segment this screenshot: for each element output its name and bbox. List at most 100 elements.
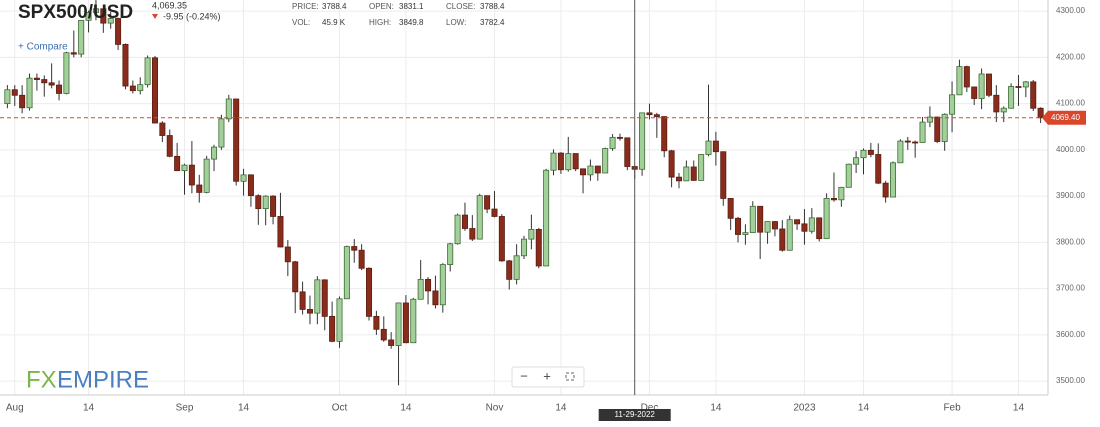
zoom-in[interactable]: + xyxy=(543,368,551,383)
stat-value: 3849.8 xyxy=(399,18,424,27)
candle-body xyxy=(373,315,380,330)
crosshair-date: 11-29-2022 xyxy=(615,410,656,419)
candle-body xyxy=(683,166,690,182)
candle-body xyxy=(56,84,63,94)
candle-body xyxy=(476,195,483,240)
candle-body xyxy=(11,89,18,96)
candle-body xyxy=(270,195,277,217)
down-arrow xyxy=(152,14,158,19)
last-price-tag xyxy=(1042,110,1086,125)
y-tick-label: 4300.00 xyxy=(1056,6,1085,15)
candle-body xyxy=(395,302,402,346)
candle-body xyxy=(602,148,609,174)
candle-body xyxy=(218,118,225,148)
candle-body xyxy=(757,205,764,233)
candle-body xyxy=(225,98,232,120)
candle-body xyxy=(853,157,860,165)
candle-body xyxy=(675,176,682,182)
candle-body xyxy=(122,44,129,87)
candle-body xyxy=(535,229,542,267)
candle-body xyxy=(137,84,144,92)
candle-body xyxy=(1030,81,1037,109)
candle-body xyxy=(1008,86,1015,109)
price: 4,069.35 xyxy=(152,0,187,10)
x-tick-label: 14 xyxy=(83,403,95,414)
candle-body xyxy=(557,152,564,171)
candle-body xyxy=(203,158,210,193)
y-tick-label: 3900.00 xyxy=(1056,191,1085,200)
candle-body xyxy=(521,238,528,257)
candle-body xyxy=(432,290,439,306)
y-tick-label: 3500.00 xyxy=(1056,376,1085,385)
last-price-label: 4069.40 xyxy=(1051,113,1080,122)
candle-body xyxy=(26,77,33,109)
candle-body xyxy=(255,195,262,210)
candle-body xyxy=(587,165,594,176)
candle-body xyxy=(550,152,557,171)
candle-body xyxy=(461,214,468,229)
candle-body xyxy=(830,198,837,201)
candle-body xyxy=(469,228,476,240)
candle-body xyxy=(402,302,409,344)
x-tick-label: 2023 xyxy=(793,403,816,414)
candle-body xyxy=(336,298,343,342)
candle-body xyxy=(897,140,904,164)
candle-body xyxy=(233,98,240,182)
y-tick-label: 3600.00 xyxy=(1056,330,1085,339)
compare-button[interactable]: + Compare xyxy=(18,42,68,53)
candle-body xyxy=(417,278,424,300)
candle-body xyxy=(1015,86,1022,88)
candle-body xyxy=(506,260,513,280)
candle-body xyxy=(425,278,432,292)
candle-body xyxy=(358,249,365,269)
candle-body xyxy=(240,174,247,182)
candle-body xyxy=(727,198,734,219)
candle-body xyxy=(609,136,616,149)
zoom-toolbar: − + xyxy=(511,366,585,388)
candle-body xyxy=(926,116,933,123)
zoom-out[interactable]: − xyxy=(520,368,528,383)
x-tick-label: 14 xyxy=(858,403,870,414)
candle-body xyxy=(616,136,623,139)
stat-value: 3788.4 xyxy=(480,2,505,11)
candle-body xyxy=(306,309,313,314)
candle-body xyxy=(801,223,808,232)
candle-body xyxy=(159,122,166,136)
candle-body xyxy=(712,140,719,153)
candle-body xyxy=(410,298,417,344)
x-tick-label: Dec xyxy=(641,403,659,414)
candle-body xyxy=(771,221,778,230)
candle-body xyxy=(808,217,815,232)
candle-body xyxy=(698,154,705,181)
candle-body xyxy=(151,57,158,124)
candle-body xyxy=(653,114,660,117)
candle-body xyxy=(690,166,697,181)
y-tick-label: 4100.00 xyxy=(1056,99,1085,108)
candle-body xyxy=(166,135,173,157)
candle-body xyxy=(794,219,801,225)
x-tick-label: 14 xyxy=(1013,403,1025,414)
stat-value: 3831.1 xyxy=(399,2,424,11)
candle-body xyxy=(624,137,631,167)
candle-body xyxy=(985,73,992,96)
candle-body xyxy=(934,116,941,142)
fullscreen[interactable] xyxy=(565,372,575,381)
candle-body xyxy=(1000,107,1007,113)
candle-body xyxy=(247,174,254,197)
stat-label: VOL: xyxy=(292,18,310,27)
candle-body xyxy=(565,153,572,171)
stat-label: HIGH: xyxy=(369,18,391,27)
candle-body xyxy=(70,52,77,55)
candle-body xyxy=(572,153,579,170)
candle-body xyxy=(107,18,114,24)
candle-body xyxy=(867,149,874,155)
candle-body xyxy=(174,155,181,172)
candle-body xyxy=(284,246,291,263)
candles-layer xyxy=(4,0,1044,386)
candle-body xyxy=(882,182,889,198)
stat-value: 3782.4 xyxy=(480,18,505,27)
candle-body xyxy=(329,315,336,342)
candle-body xyxy=(211,146,218,160)
